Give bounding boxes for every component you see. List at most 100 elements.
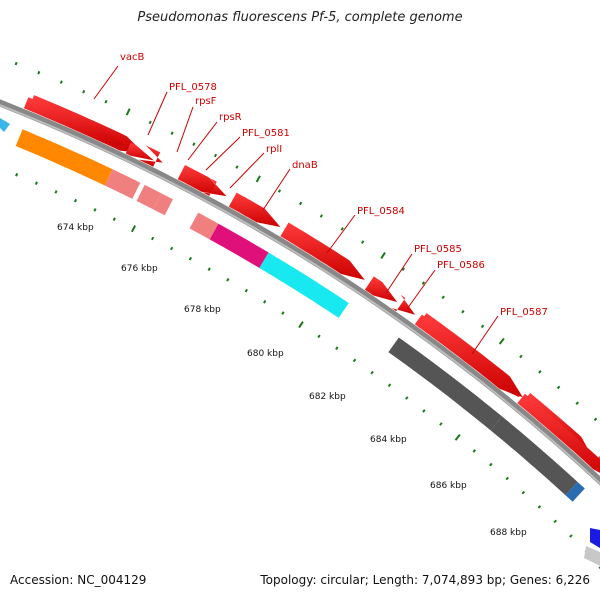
tick-mark	[380, 252, 386, 259]
tick-mark	[59, 80, 63, 84]
tick-mark	[73, 198, 78, 203]
tick-mark	[151, 236, 155, 241]
tick-mark	[537, 505, 542, 509]
cds-gray-2[interactable]	[490, 416, 578, 496]
cds-arrow[interactable]	[364, 276, 398, 302]
cds-arrow[interactable]	[138, 145, 163, 167]
scale-label: 676 kbp	[121, 264, 158, 274]
cds-arrow[interactable]	[391, 294, 416, 315]
tick-mark	[387, 383, 392, 388]
tick-mark	[472, 449, 477, 453]
tick-mark	[170, 246, 174, 251]
cds-arrow[interactable]	[280, 222, 365, 280]
gene-label-PFL_0587[interactable]: PFL_0587	[500, 307, 548, 318]
scale-label: 678 kbp	[184, 305, 221, 315]
tick-mark	[255, 175, 261, 183]
tick-mark	[439, 422, 443, 426]
gene-label-PFL_0586[interactable]: PFL_0586	[437, 260, 485, 271]
cds-vacB[interactable]	[15, 129, 113, 186]
tick-mark	[405, 396, 409, 400]
tick-mark	[480, 324, 485, 329]
tick-mark	[489, 462, 493, 467]
tick-mark	[15, 173, 19, 177]
scale-label: 674 kbp	[57, 223, 94, 233]
tick-mark	[192, 142, 196, 146]
tick-mark	[556, 385, 561, 390]
cds-PFL_0587[interactable]	[388, 337, 502, 431]
tick-mark	[148, 120, 152, 125]
tick-mark	[575, 401, 579, 405]
gene-label-rpsF[interactable]: rpsF	[195, 96, 217, 107]
tick-mark	[352, 358, 357, 363]
tick-mark	[317, 334, 321, 339]
gene-label-PFL_0578[interactable]: PFL_0578	[169, 82, 217, 93]
tick-mark	[569, 534, 573, 538]
tick-mark	[235, 165, 239, 169]
scale-label: 682 kbp	[309, 392, 346, 402]
tick-mark	[538, 370, 542, 374]
cds-dnaB[interactable]	[209, 223, 269, 268]
tick-mark	[125, 108, 131, 116]
tick-mark	[226, 278, 230, 282]
tick-mark	[54, 190, 58, 194]
cds-blue[interactable]	[565, 481, 585, 502]
gene-label-rpsR[interactable]: rpsR	[219, 112, 242, 123]
tick-mark	[263, 299, 267, 304]
tick-mark	[421, 281, 426, 285]
cds-PFL_0581[interactable]	[189, 212, 219, 240]
cds-arrow[interactable]	[125, 142, 154, 161]
cds-arrow[interactable]	[517, 393, 600, 481]
gene-label-rplI[interactable]: rplI	[266, 144, 282, 155]
tick-mark	[207, 267, 211, 271]
tick-mark	[441, 295, 445, 300]
tick-mark	[319, 214, 324, 218]
tick-mark	[553, 519, 557, 524]
tick-mark	[422, 409, 426, 413]
gene-label-vacB[interactable]: vacB	[120, 52, 145, 63]
tick-mark	[454, 434, 461, 441]
tick-mark	[82, 89, 86, 94]
tick-mark	[37, 70, 41, 75]
gene-label-PFL_0584[interactable]: PFL_0584	[357, 206, 405, 217]
tick-mark	[335, 346, 339, 351]
blue-fragment-right	[590, 528, 600, 548]
cds-arrow[interactable]	[414, 314, 520, 398]
cds-arrow[interactable]	[202, 178, 227, 197]
cds-rpsF[interactable]	[136, 184, 162, 210]
tick-mark	[593, 417, 598, 422]
accession-text: Accession: NC_004129	[10, 573, 147, 587]
backbone	[0, 99, 600, 486]
scale-label: 680 kbp	[247, 349, 284, 359]
scale-label: 688 kbp	[490, 528, 527, 538]
scale-label: 684 kbp	[370, 435, 407, 445]
cds-track-colored	[15, 129, 585, 502]
tick-mark	[340, 227, 344, 231]
cyan-fragment-left	[0, 118, 10, 132]
cds-arrow[interactable]	[23, 97, 128, 148]
scale-label: 686 kbp	[430, 481, 467, 491]
map-title: Pseudomonas fluorescens Pf-5, complete g…	[137, 10, 463, 25]
tick-mark	[112, 217, 116, 221]
tick-mark	[93, 208, 97, 212]
tick-mark	[370, 370, 374, 375]
tick-mark	[213, 153, 218, 158]
cds-track-red	[23, 95, 600, 481]
tick-mark	[104, 99, 108, 104]
tick-mark	[521, 490, 526, 495]
tick-marks	[14, 61, 600, 570]
tick-mark	[298, 201, 303, 206]
cds-PFL_0584[interactable]	[259, 252, 349, 318]
cds-arrow[interactable]	[228, 192, 281, 227]
cds-PFL_0578[interactable]	[104, 169, 141, 199]
tick-mark	[298, 321, 304, 329]
gene-label-PFL_0581[interactable]: PFL_0581	[242, 128, 290, 139]
topology-text: Topology: circular; Length: 7,074,893 bp…	[260, 573, 590, 587]
cds-rpsR[interactable]	[153, 193, 173, 216]
tick-mark	[170, 131, 174, 135]
tick-mark	[281, 311, 285, 315]
gene-label-PFL_0585[interactable]: PFL_0585	[414, 244, 462, 255]
tick-mark	[498, 337, 505, 345]
gene-label-dnaB[interactable]: dnaB	[292, 160, 318, 171]
tick-mark	[361, 240, 365, 244]
scale-labels: 674 kbp 676 kbp 678 kbp 680 kbp 682 kbp …	[57, 223, 527, 538]
